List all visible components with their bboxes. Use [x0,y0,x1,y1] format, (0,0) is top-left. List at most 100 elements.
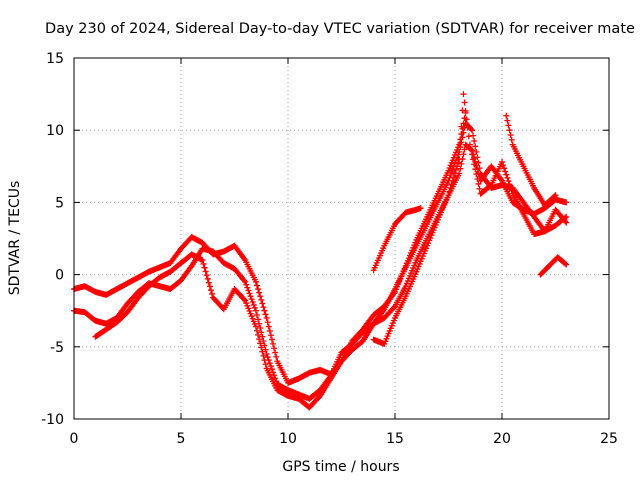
data-point [201,264,208,271]
data-point [253,312,260,319]
data-point [261,307,268,314]
data-point [390,304,397,311]
data-point [259,348,266,355]
data-point [471,138,478,145]
data-point [261,342,268,349]
data-point [502,168,509,175]
data-point [272,349,279,356]
data-point [562,260,569,267]
data-point [260,352,267,359]
data-point [261,357,268,364]
data-point [455,159,462,166]
data-point [503,171,510,178]
data-point [204,275,211,282]
data-point [202,268,209,275]
data-point [552,192,559,199]
data-point [253,327,260,334]
data-point [451,170,458,177]
data-point [264,319,271,326]
data-point [456,156,463,163]
data-point [267,363,274,370]
data-point [203,272,210,279]
data-point [507,132,514,139]
data-point [452,166,459,173]
y-tick-label: -5 [50,340,64,356]
data-point [464,124,471,131]
data-point [260,338,267,345]
data-point [500,162,507,169]
data-point [256,289,263,296]
data-point [448,181,455,188]
data-point [255,316,262,323]
data-point [501,165,508,172]
data-point [255,331,262,338]
data-point [460,151,467,158]
data-point [503,112,510,119]
data-point [458,131,465,138]
data-point [446,188,453,195]
x-axis-ticks: 0 5 10 15 20 25 [70,58,618,447]
data-point [262,361,269,368]
data-point [457,165,464,172]
data-point [463,116,470,123]
data-point [473,171,480,178]
data-point [467,146,474,153]
data-point [265,323,272,330]
data-point [504,174,511,181]
series-track-1 [71,119,570,386]
data-point [255,286,262,293]
data-point [241,277,248,284]
chart-title: Day 230 of 2024, Sidereal Day-to-day VTE… [45,21,635,37]
data-point [458,123,465,130]
data-point [508,136,515,143]
data-point [270,340,277,347]
data-point [260,304,267,311]
data-point [259,333,266,340]
y-tick-label: 10 [46,123,64,139]
data-point [467,125,474,132]
series-track-7 [537,254,570,278]
data-point [476,185,483,192]
data-point [271,345,278,352]
data-point [449,166,456,173]
data-point [454,163,461,170]
data-point [247,293,254,300]
data-point [469,151,476,158]
x-tick-label: 10 [279,431,297,447]
data-point [507,184,514,191]
data-point [249,299,256,306]
data-point [200,260,207,267]
data-point [563,199,570,206]
data-point [246,290,253,297]
data-point [462,107,469,114]
data-point [563,219,570,226]
data-point [506,181,513,188]
y-tick-label: 5 [55,195,64,211]
data-point [207,287,214,294]
data-series [71,91,570,411]
y-axis-ticks: -10 -5 0 5 10 15 [41,51,609,428]
data-point [257,293,264,300]
data-point [499,158,505,165]
x-tick-label: 5 [177,431,186,447]
data-point [508,187,515,194]
data-point [447,184,454,191]
data-point [259,300,266,307]
y-tick-label: 15 [46,51,64,67]
data-point [449,177,456,184]
data-point [252,307,259,314]
x-tick-label: 0 [70,431,79,447]
data-point [266,327,273,334]
data-point [450,174,457,181]
x-axis-label: GPS time / hours [282,459,399,475]
data-point [206,283,213,290]
data-point [461,146,468,153]
data-point [551,193,558,200]
data-point [474,154,481,161]
y-axis-label: SDTVAR / TECUs [7,181,23,296]
data-point [273,353,280,360]
data-point [243,281,250,288]
data-point [244,284,251,291]
data-point [268,336,275,343]
